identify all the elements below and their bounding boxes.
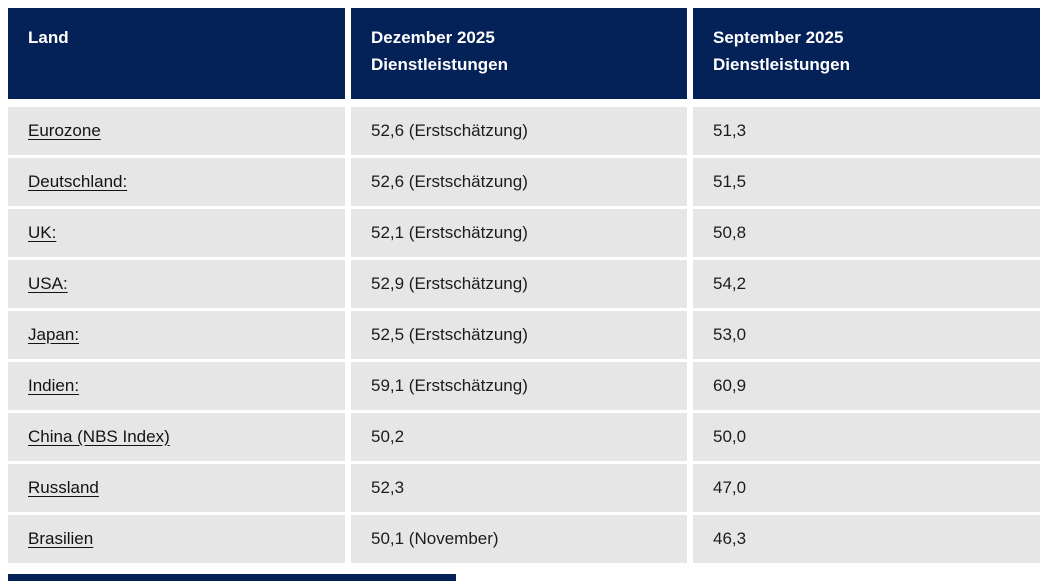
september-value: 53,0 [713, 325, 747, 344]
country-cell: Eurozone [8, 107, 345, 155]
september-value-cell: 51,5 [693, 158, 1040, 206]
september-value-cell: 46,3 [693, 515, 1040, 563]
dezember-value: 50,2 [371, 427, 405, 446]
dezember-value: 52,3 [371, 478, 405, 497]
next-table-header-partial [8, 574, 456, 581]
dezember-value-cell: 52,1 (Erstschätzung) [351, 209, 687, 257]
dezember-value: 52,9 (Erstschätzung) [371, 274, 528, 293]
table-row: Eurozone 52,6 (Erstschätzung) 51,3 [8, 107, 1040, 155]
dezember-value: 52,6 (Erstschätzung) [371, 172, 528, 191]
table-header-row: Land Dezember 2025 Dienstleistungen Sept… [8, 8, 1040, 99]
dezember-value-cell: 50,2 [351, 413, 687, 461]
dezember-value: 59,1 (Erstschätzung) [371, 376, 528, 395]
september-value: 50,0 [713, 427, 747, 446]
country-cell: China (NBS Index) [8, 413, 345, 461]
table-row: USA: 52,9 (Erstschätzung) 54,2 [8, 260, 1040, 308]
september-value: 50,8 [713, 223, 747, 242]
country-cell: UK: [8, 209, 345, 257]
country-cell: USA: [8, 260, 345, 308]
september-value: 54,2 [713, 274, 747, 293]
country-cell: Japan: [8, 311, 345, 359]
country-link[interactable]: UK: [28, 223, 57, 242]
header-cell-dezember-2025-dienstleistungen: Dezember 2025 Dienstleistungen [351, 8, 687, 99]
country-link[interactable]: Indien: [28, 376, 80, 395]
country-cell: Russland [8, 464, 345, 512]
country-link[interactable]: Eurozone [28, 121, 101, 140]
dezember-value-cell: 52,9 (Erstschätzung) [351, 260, 687, 308]
country-cell: Indien: [8, 362, 345, 410]
dezember-value-cell: 52,6 (Erstschätzung) [351, 107, 687, 155]
table-row: UK: 52,1 (Erstschätzung) 50,8 [8, 209, 1040, 257]
september-value-cell: 54,2 [693, 260, 1040, 308]
dezember-value: 52,1 (Erstschätzung) [371, 223, 528, 242]
country-link[interactable]: Russland [28, 478, 99, 497]
dezember-value: 50,1 (November) [371, 529, 499, 548]
header-cell-september-2025-dienstleistungen: September 2025 Dienstleistungen [693, 8, 1040, 99]
table-row: Indien: 59,1 (Erstschätzung) 60,9 [8, 362, 1040, 410]
header-cell-land: Land [8, 8, 345, 99]
september-value: 60,9 [713, 376, 747, 395]
dezember-value-cell: 52,3 [351, 464, 687, 512]
september-value: 51,5 [713, 172, 747, 191]
september-value-cell: 50,8 [693, 209, 1040, 257]
september-value-cell: 47,0 [693, 464, 1040, 512]
september-value: 51,3 [713, 121, 747, 140]
september-value-cell: 60,9 [693, 362, 1040, 410]
dezember-value-cell: 52,5 (Erstschätzung) [351, 311, 687, 359]
dezember-value: 52,5 (Erstschätzung) [371, 325, 528, 344]
table-row: Japan: 52,5 (Erstschätzung) 53,0 [8, 311, 1040, 359]
dezember-value-cell: 59,1 (Erstschätzung) [351, 362, 687, 410]
country-cell: Brasilien [8, 515, 345, 563]
september-value: 47,0 [713, 478, 747, 497]
dezember-value: 52,6 (Erstschätzung) [371, 121, 528, 140]
country-link[interactable]: Deutschland: [28, 172, 128, 191]
table-row: Brasilien 50,1 (November) 46,3 [8, 515, 1040, 563]
table-body: Eurozone 52,6 (Erstschätzung) 51,3 Deuts… [8, 107, 1040, 563]
pmi-services-table: Land Dezember 2025 Dienstleistungen Sept… [8, 8, 1040, 566]
country-link[interactable]: China (NBS Index) [28, 427, 170, 446]
september-value-cell: 51,3 [693, 107, 1040, 155]
september-value-cell: 53,0 [693, 311, 1040, 359]
september-value-cell: 50,0 [693, 413, 1040, 461]
dezember-value-cell: 50,1 (November) [351, 515, 687, 563]
dezember-value-cell: 52,6 (Erstschätzung) [351, 158, 687, 206]
country-cell: Deutschland: [8, 158, 345, 206]
country-link[interactable]: USA: [28, 274, 68, 293]
table-row: Russland 52,3 47,0 [8, 464, 1040, 512]
country-link[interactable]: Brasilien [28, 529, 94, 548]
september-value: 46,3 [713, 529, 747, 548]
country-link[interactable]: Japan: [28, 325, 80, 344]
table-row: China (NBS Index) 50,2 50,0 [8, 413, 1040, 461]
table-row: Deutschland: 52,6 (Erstschätzung) 51,5 [8, 158, 1040, 206]
